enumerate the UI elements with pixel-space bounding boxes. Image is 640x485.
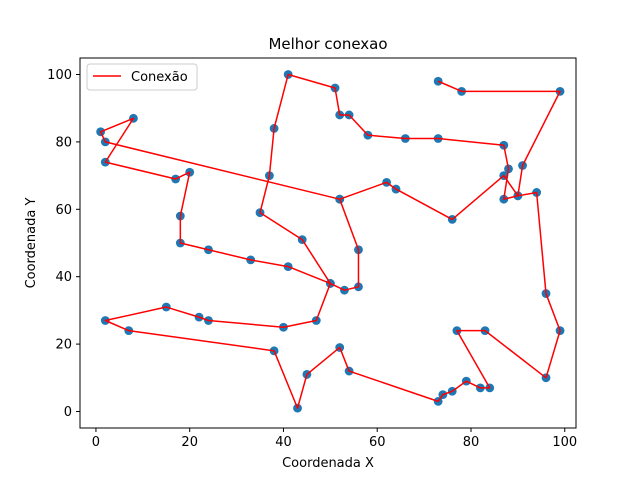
y-tick-label: 40 xyxy=(55,270,72,285)
x-tick-label: 80 xyxy=(463,435,480,450)
y-tick-label: 20 xyxy=(55,338,72,353)
x-tick-label: 100 xyxy=(552,435,577,450)
y-tick-label: 0 xyxy=(64,405,72,420)
legend-label: Conexão xyxy=(131,70,188,85)
plot-area xyxy=(96,70,565,413)
x-tick-label: 40 xyxy=(275,435,292,450)
x-tick-label: 20 xyxy=(181,435,198,450)
x-tick-label: 0 xyxy=(92,435,100,450)
y-tick-label: 80 xyxy=(55,135,72,150)
y-tick-label: 100 xyxy=(47,68,72,83)
y-tick-label: 60 xyxy=(55,203,72,218)
legend-box xyxy=(86,63,198,91)
series-line-conexao xyxy=(99,73,561,409)
chart-title: Melhor conexao xyxy=(268,35,387,53)
axis-ticks: 0 20 40 60 80 100 0 20 40 60 80 100 xyxy=(47,68,577,450)
x-axis-label: Coordenada X xyxy=(282,456,374,471)
y-axis-label: Coordenada Y xyxy=(24,198,39,289)
legend: Conexão xyxy=(86,63,198,91)
plot-frame xyxy=(79,57,577,429)
x-tick-label: 60 xyxy=(369,435,386,450)
